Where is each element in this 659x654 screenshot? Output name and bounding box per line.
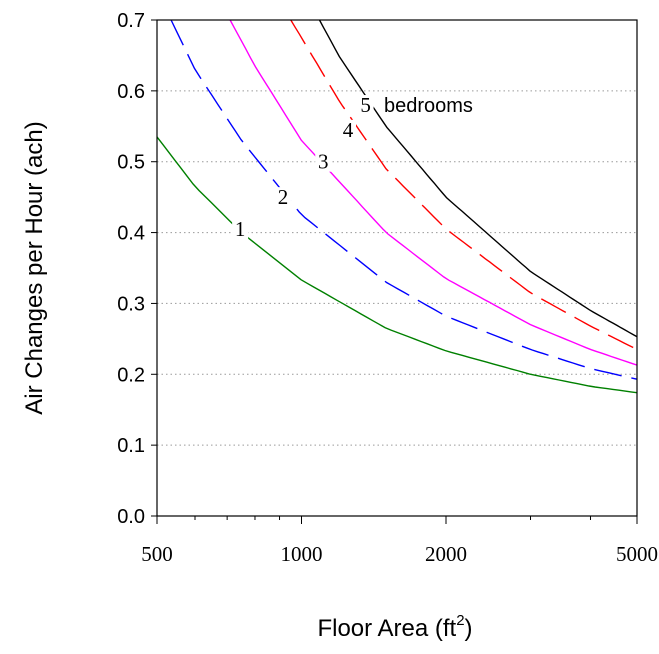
plot-frame xyxy=(156,19,638,517)
x-tick-label: 2000 xyxy=(425,542,467,566)
y-tick-label: 0.5 xyxy=(117,152,145,174)
y-tick-label: 0.4 xyxy=(117,223,145,245)
y-axis-title: Air Changes per Hour (ach) xyxy=(21,121,48,414)
series-line-4 xyxy=(290,19,638,351)
curve-label-halo xyxy=(340,119,357,140)
y-tick-label: 0.1 xyxy=(117,435,145,457)
curve-label-4: 4 xyxy=(343,118,354,142)
x-axis-title-close: ) xyxy=(465,615,473,642)
x-axis-title-superscript: 2 xyxy=(456,612,464,629)
curve-label-5: 5 xyxy=(360,93,371,117)
curve-label-2: 2 xyxy=(278,185,289,209)
curve-label-halo xyxy=(274,187,291,208)
y-tick-label: 0.0 xyxy=(117,506,145,528)
x-axis-title-main: Floor Area (ft xyxy=(317,615,456,642)
curve-label-1: 1 xyxy=(235,217,246,241)
curve-label-halo xyxy=(232,219,249,240)
series-line-1 xyxy=(156,136,638,394)
x-tick-label: 500 xyxy=(141,542,173,566)
axis-ticks: 0.0 0.1 0.2 0.3 0.4 0.5 0.6 0.7 500 1000 2000 5000 xyxy=(117,10,658,566)
curve-label-3: 3 xyxy=(318,150,329,174)
curve-labels: 1 2 345 xyxy=(232,93,374,241)
series-line-3 xyxy=(229,19,638,366)
x-tick-label: 5000 xyxy=(616,542,658,566)
bedrooms-annotation: bedrooms xyxy=(384,95,473,117)
series-lines xyxy=(156,19,638,394)
x-tick-label: 1000 xyxy=(280,542,322,566)
y-tick-label: 0.6 xyxy=(117,81,145,103)
x-axis-title: Floor Area (ft2) xyxy=(317,612,472,642)
y-tick-label: 0.3 xyxy=(117,293,145,315)
y-tick-label: 0.2 xyxy=(117,364,145,386)
grid-lines xyxy=(157,90,637,446)
curve-label-halo xyxy=(315,151,332,172)
curve-label-halo xyxy=(357,95,374,116)
series-line-5 xyxy=(318,19,638,338)
series-line-2 xyxy=(170,19,638,380)
y-tick-label: 0.7 xyxy=(117,10,145,32)
